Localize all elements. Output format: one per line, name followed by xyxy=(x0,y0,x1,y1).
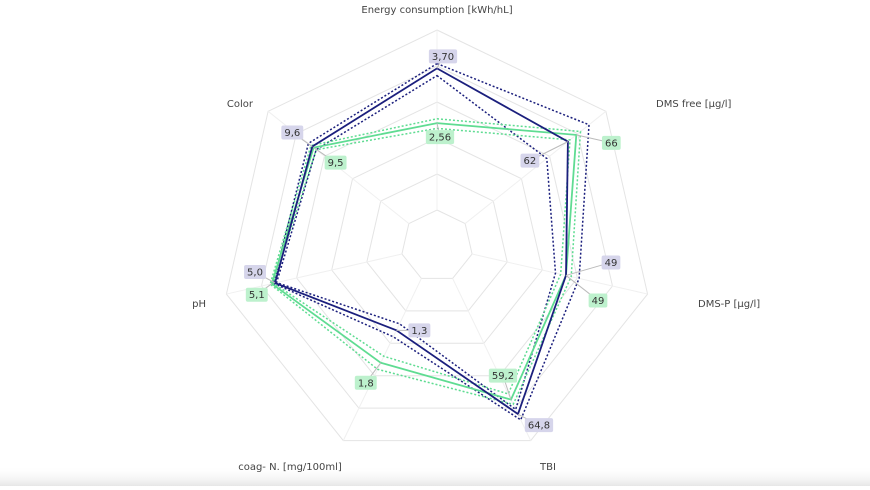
value-label: 5,1 xyxy=(245,287,268,302)
value-label-text: 9,6 xyxy=(284,128,300,139)
value-label: 1,8 xyxy=(354,375,377,390)
value-label-bg xyxy=(488,368,518,383)
value-label-text: 5,0 xyxy=(247,267,263,278)
series-line xyxy=(273,67,569,416)
labels: Energy consumption [kWh/hL] DMS free [µg/… xyxy=(192,5,760,473)
value-label-bg xyxy=(244,264,266,279)
grid-ring xyxy=(296,101,578,377)
value-label-bg xyxy=(408,323,431,338)
value-label-bg xyxy=(520,153,540,168)
value-label-text: 9,5 xyxy=(328,158,344,169)
value-label-bg xyxy=(324,155,347,170)
value-label-bg xyxy=(588,293,608,308)
value-label: 49 xyxy=(601,255,621,270)
grid-ring xyxy=(260,65,614,409)
grid-ring xyxy=(331,137,543,344)
value-label-bg xyxy=(601,255,621,270)
value-label-bg xyxy=(601,135,621,150)
value-label: 62 xyxy=(520,153,540,168)
value-label-text: 64,8 xyxy=(528,421,550,432)
series-line xyxy=(272,127,571,395)
value-label-text: 1,8 xyxy=(358,378,374,389)
axis-label: DMS-P [µg/l] xyxy=(698,299,760,310)
value-label-text: 3,70 xyxy=(432,52,454,63)
series-line xyxy=(272,62,590,422)
axis-label: Color xyxy=(227,99,254,110)
grid-ring xyxy=(366,173,508,312)
value-label: 9,6 xyxy=(281,125,304,140)
axis-label: DMS free [µg/l] xyxy=(656,99,732,110)
bottom-shadow xyxy=(0,466,870,486)
axis-line xyxy=(226,253,403,295)
value-label: 66 xyxy=(601,135,621,150)
value-label: 49 xyxy=(588,293,608,308)
value-label: 3,70 xyxy=(428,49,458,64)
value-label-bg xyxy=(354,375,377,390)
value-label-text: 5,1 xyxy=(249,290,265,301)
value-label: 5,0 xyxy=(244,264,266,279)
grid-ring xyxy=(401,209,473,279)
axis-label: Energy consumption [kWh/hL] xyxy=(361,5,512,16)
value-label: 64,8 xyxy=(524,418,554,433)
axis-label: pH xyxy=(192,299,206,310)
value-label-bg xyxy=(524,418,554,433)
series-line xyxy=(275,74,557,411)
value-label-bg xyxy=(245,287,268,302)
plot xyxy=(269,62,590,422)
value-label-text: 2,56 xyxy=(429,133,451,144)
value-label-text: 62 xyxy=(524,156,537,167)
value-label: 9,5 xyxy=(324,155,347,170)
value-label-text: 49 xyxy=(592,296,605,307)
axis-line xyxy=(471,253,648,295)
value-label: 2,56 xyxy=(425,130,455,145)
value-label-bg xyxy=(425,130,455,145)
axis-label: TBI xyxy=(539,462,556,473)
value-label: 1,3 xyxy=(408,323,431,338)
series-line xyxy=(269,118,582,406)
value-label-text: 66 xyxy=(605,138,618,149)
value-label-text: 59,2 xyxy=(492,371,514,382)
axis-line xyxy=(452,278,532,441)
value-label-text: 1,3 xyxy=(411,326,427,337)
value-label-bg xyxy=(428,49,458,64)
value-label-text: 49 xyxy=(605,258,618,269)
axis-line xyxy=(342,278,422,441)
value-label: 59,2 xyxy=(488,368,518,383)
value-label-bg xyxy=(281,125,304,140)
axis-label: coag- N. [mg/100ml] xyxy=(238,462,342,473)
